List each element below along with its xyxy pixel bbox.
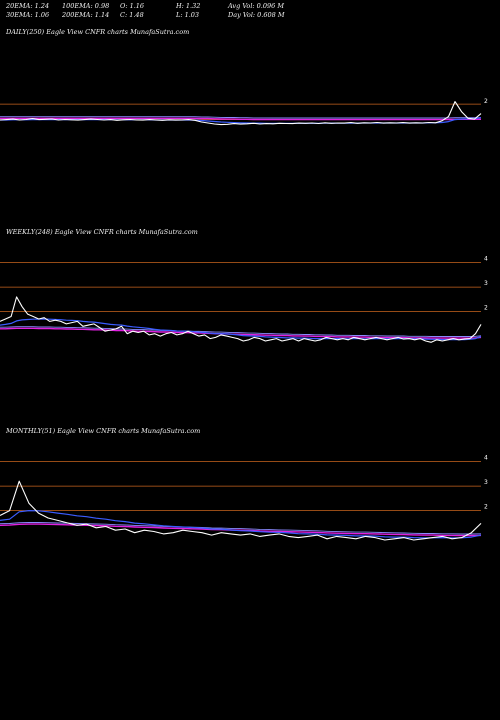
monthly-chart-panel: MONTHLY(51) Eagle View CNFR charts Munaf… [0,425,500,625]
monthly-chart-plot: 4 3 2 [0,455,488,541]
y-tick-label: 3 [484,280,488,287]
avg-volume-readout: Avg Vol: 0.096 M [228,2,285,10]
price-series-line [0,480,482,541]
daily-chart-title: DAILY(250) Eagle View CNFR charts Munafa… [6,28,190,36]
y-tick-label: 3 [484,479,488,486]
ema-band-line [0,326,482,337]
ema200-readout: 200EMA: 1.14 [62,11,110,19]
ema-band-line [0,116,481,119]
open-readout: O: 1.16 [120,2,145,10]
ema100-readout: 100EMA: 0.98 [62,2,110,10]
weekly-chart-plot: 4 3 2 [0,256,488,343]
indicator-header: 20EMA: 1.24 100EMA: 0.98 O: 1.16 H: 1.32… [0,0,500,22]
low-readout: L: 1.03 [176,11,200,19]
ema-long-series-line [0,117,481,121]
ema-long-series-line [0,523,482,537]
y-tick-label: 4 [484,256,488,263]
ema-long-series-line [0,327,482,339]
high-readout: H: 1.32 [176,2,201,10]
daily-chart-panel: DAILY(250) Eagle View CNFR charts Munafa… [0,26,500,226]
ema30-readout: 30EMA: 1.06 [6,11,50,19]
day-volume-readout: Day Vol: 0.608 M [228,11,285,19]
monthly-chart-title: MONTHLY(51) Eagle View CNFR charts Munaf… [6,427,201,435]
daily-chart-plot: 2 [0,98,488,126]
ema-short-series-line [0,509,482,539]
ema-band-line [0,522,482,535]
weekly-chart-title: WEEKLY(248) Eagle View CNFR charts Munaf… [6,228,198,236]
y-tick-label: 4 [484,455,488,462]
price-series-line [0,101,482,126]
weekly-chart-panel: WEEKLY(248) Eagle View CNFR charts Munaf… [0,226,500,426]
ema20-readout: 20EMA: 1.24 [6,2,50,10]
price-series-line [0,296,482,343]
y-tick-label: 2 [484,305,488,312]
y-tick-label: 2 [484,504,488,511]
close-readout: C: 1.48 [120,11,144,19]
y-tick-label: 2 [484,98,488,105]
